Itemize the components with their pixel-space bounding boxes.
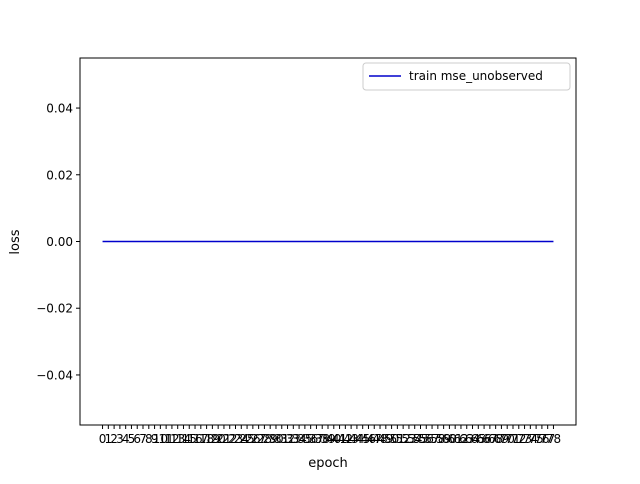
x-tick-label: 25 <box>239 432 254 446</box>
x-tick-label: 29 <box>263 432 278 446</box>
y-axis: −0.04 −0.02 0.00 0.02 0.04 <box>36 102 80 382</box>
y-tick-label: −0.04 <box>36 368 73 382</box>
x-tick-label: 52 <box>396 432 411 446</box>
x-tick-label: 76 <box>534 432 549 446</box>
x-tick-label: 69 <box>494 432 509 446</box>
x-tick-label: 70 <box>500 432 515 446</box>
y-tick-label: 0.00 <box>46 235 73 249</box>
x-tick-label: 51 <box>390 432 405 446</box>
x-tick-label: 47 <box>367 432 382 446</box>
x-tick-label: 72 <box>511 432 526 446</box>
legend-box <box>362 62 571 91</box>
x-tick-label: 26 <box>245 432 260 446</box>
x-tick-label: 22 <box>222 432 237 446</box>
x-tick-label: 0 <box>99 432 107 446</box>
x-tick-label: 66 <box>476 432 491 446</box>
x-tick-label: 9 <box>151 432 159 446</box>
x-tick-label: 16 <box>187 432 202 446</box>
x-tick-label: 71 <box>505 432 520 446</box>
x-tick-label: 38 <box>315 432 330 446</box>
x-tick-label: 33 <box>286 432 301 446</box>
axes-frame <box>79 57 577 426</box>
x-tick-label: 65 <box>471 432 486 446</box>
x-tick-label: 44 <box>349 432 364 446</box>
x-tick-label: 45 <box>355 432 370 446</box>
x-tick-label: 55 <box>413 432 428 446</box>
y-tick-label: −0.02 <box>36 302 73 316</box>
x-tick-label: 60 <box>442 432 457 446</box>
x-tick-label: 12 <box>164 432 179 446</box>
x-tick-label: 50 <box>384 432 399 446</box>
x-tick-label: 24 <box>234 432 249 446</box>
x-tick-label: 56 <box>419 432 434 446</box>
x-tick-label: 46 <box>361 432 376 446</box>
x-tick-label: 30 <box>268 432 283 446</box>
x-tick-label: 19 <box>205 432 220 446</box>
y-axis-label: loss <box>8 229 23 254</box>
x-axis: 0123456789101112131415161718192021222324… <box>99 425 561 446</box>
x-tick-label: 75 <box>528 432 543 446</box>
x-tick-label: 23 <box>228 432 243 446</box>
x-tick-label: 13 <box>170 432 185 446</box>
x-tick-label: 64 <box>465 432 480 446</box>
x-tick-label: 43 <box>343 432 358 446</box>
x-tick-label: 20 <box>211 432 226 446</box>
x-tick-label: 57 <box>424 432 439 446</box>
x-tick-label: 73 <box>517 432 532 446</box>
legend: train mse_unobserved <box>362 62 571 91</box>
x-tick-label: 42 <box>338 432 353 446</box>
legend-label-train-mse-unobserved: train mse_unobserved <box>409 69 543 83</box>
x-tick-label: 54 <box>407 432 422 446</box>
y-tick-label: 0.04 <box>46 102 73 116</box>
x-tick-label: 62 <box>453 432 468 446</box>
x-tick-label: 39 <box>320 432 335 446</box>
x-tick-label: 6 <box>133 432 141 446</box>
x-tick-label: 34 <box>291 432 306 446</box>
x-tick-label: 7 <box>139 432 147 446</box>
x-tick-label: 67 <box>482 432 497 446</box>
x-tick-label: 11 <box>158 432 173 446</box>
x-tick-label: 36 <box>303 432 318 446</box>
x-tick-label: 10 <box>153 432 168 446</box>
x-axis-label: epoch <box>308 456 348 471</box>
x-tick-label: 35 <box>297 432 312 446</box>
x-tick-label: 17 <box>193 432 208 446</box>
x-tick-label: 68 <box>488 432 503 446</box>
x-tick-label: 40 <box>326 432 341 446</box>
x-tick-label: 14 <box>176 432 191 446</box>
x-tick-label: 15 <box>182 432 197 446</box>
x-tick-label: 77 <box>540 432 555 446</box>
x-tick-label: 61 <box>448 432 463 446</box>
x-tick-label: 3 <box>116 432 124 446</box>
x-tick-label: 5 <box>128 432 136 446</box>
x-tick-label: 2 <box>110 432 118 446</box>
x-tick-label: 41 <box>332 432 347 446</box>
x-tick-label: 59 <box>436 432 451 446</box>
y-tick-label: 0.02 <box>46 168 73 182</box>
x-tick-label: 18 <box>199 432 214 446</box>
x-tick-label: 21 <box>216 432 231 446</box>
x-tick-label: 1 <box>105 432 113 446</box>
x-tick-label: 63 <box>459 432 474 446</box>
x-tick-label: 58 <box>430 432 445 446</box>
x-tick-label: 32 <box>280 432 295 446</box>
x-tick-label: 48 <box>372 432 387 446</box>
x-tick-label: 8 <box>145 432 153 446</box>
x-tick-label: 49 <box>378 432 393 446</box>
x-tick-label: 27 <box>251 432 266 446</box>
x-tick-label: 28 <box>257 432 272 446</box>
x-tick-label: 37 <box>309 432 324 446</box>
x-tick-label: 31 <box>274 432 289 446</box>
x-tick-label: 53 <box>401 432 416 446</box>
x-tick-label: 78 <box>546 432 561 446</box>
x-tick-label: 4 <box>122 432 130 446</box>
x-tick-label: 74 <box>523 432 538 446</box>
